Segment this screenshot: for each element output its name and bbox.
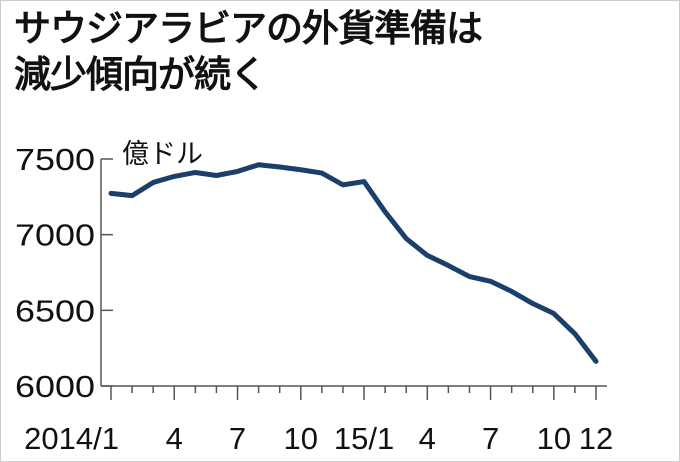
title-line-1: サウジアラビアの外貨準備は	[14, 7, 483, 50]
x-tick-label: 2014/1	[24, 421, 119, 456]
x-tick-label: 7	[229, 421, 246, 456]
x-tick-label: 7	[482, 421, 499, 456]
x-tick-label: 10	[537, 421, 571, 456]
x-tick-label: 4	[419, 421, 436, 456]
series-line	[108, 162, 599, 364]
y-tick-label: 7000	[15, 218, 95, 253]
y-tick-label: 6000	[15, 369, 95, 404]
chart-title: サウジアラビアの外貨準備は 減少傾向が続く	[14, 6, 483, 98]
x-tick-label: 15/1	[334, 421, 394, 456]
x-tick-label: 10	[284, 421, 318, 456]
x-tick-label: 12	[579, 421, 613, 456]
title-line-2: 減少傾向が続く	[14, 53, 267, 96]
y-tick-label: 6500	[15, 293, 95, 328]
x-tick-label: 4	[166, 421, 183, 456]
y-axis-unit-label: 億ドル	[122, 139, 203, 170]
y-tick-label: 7500	[15, 142, 95, 177]
